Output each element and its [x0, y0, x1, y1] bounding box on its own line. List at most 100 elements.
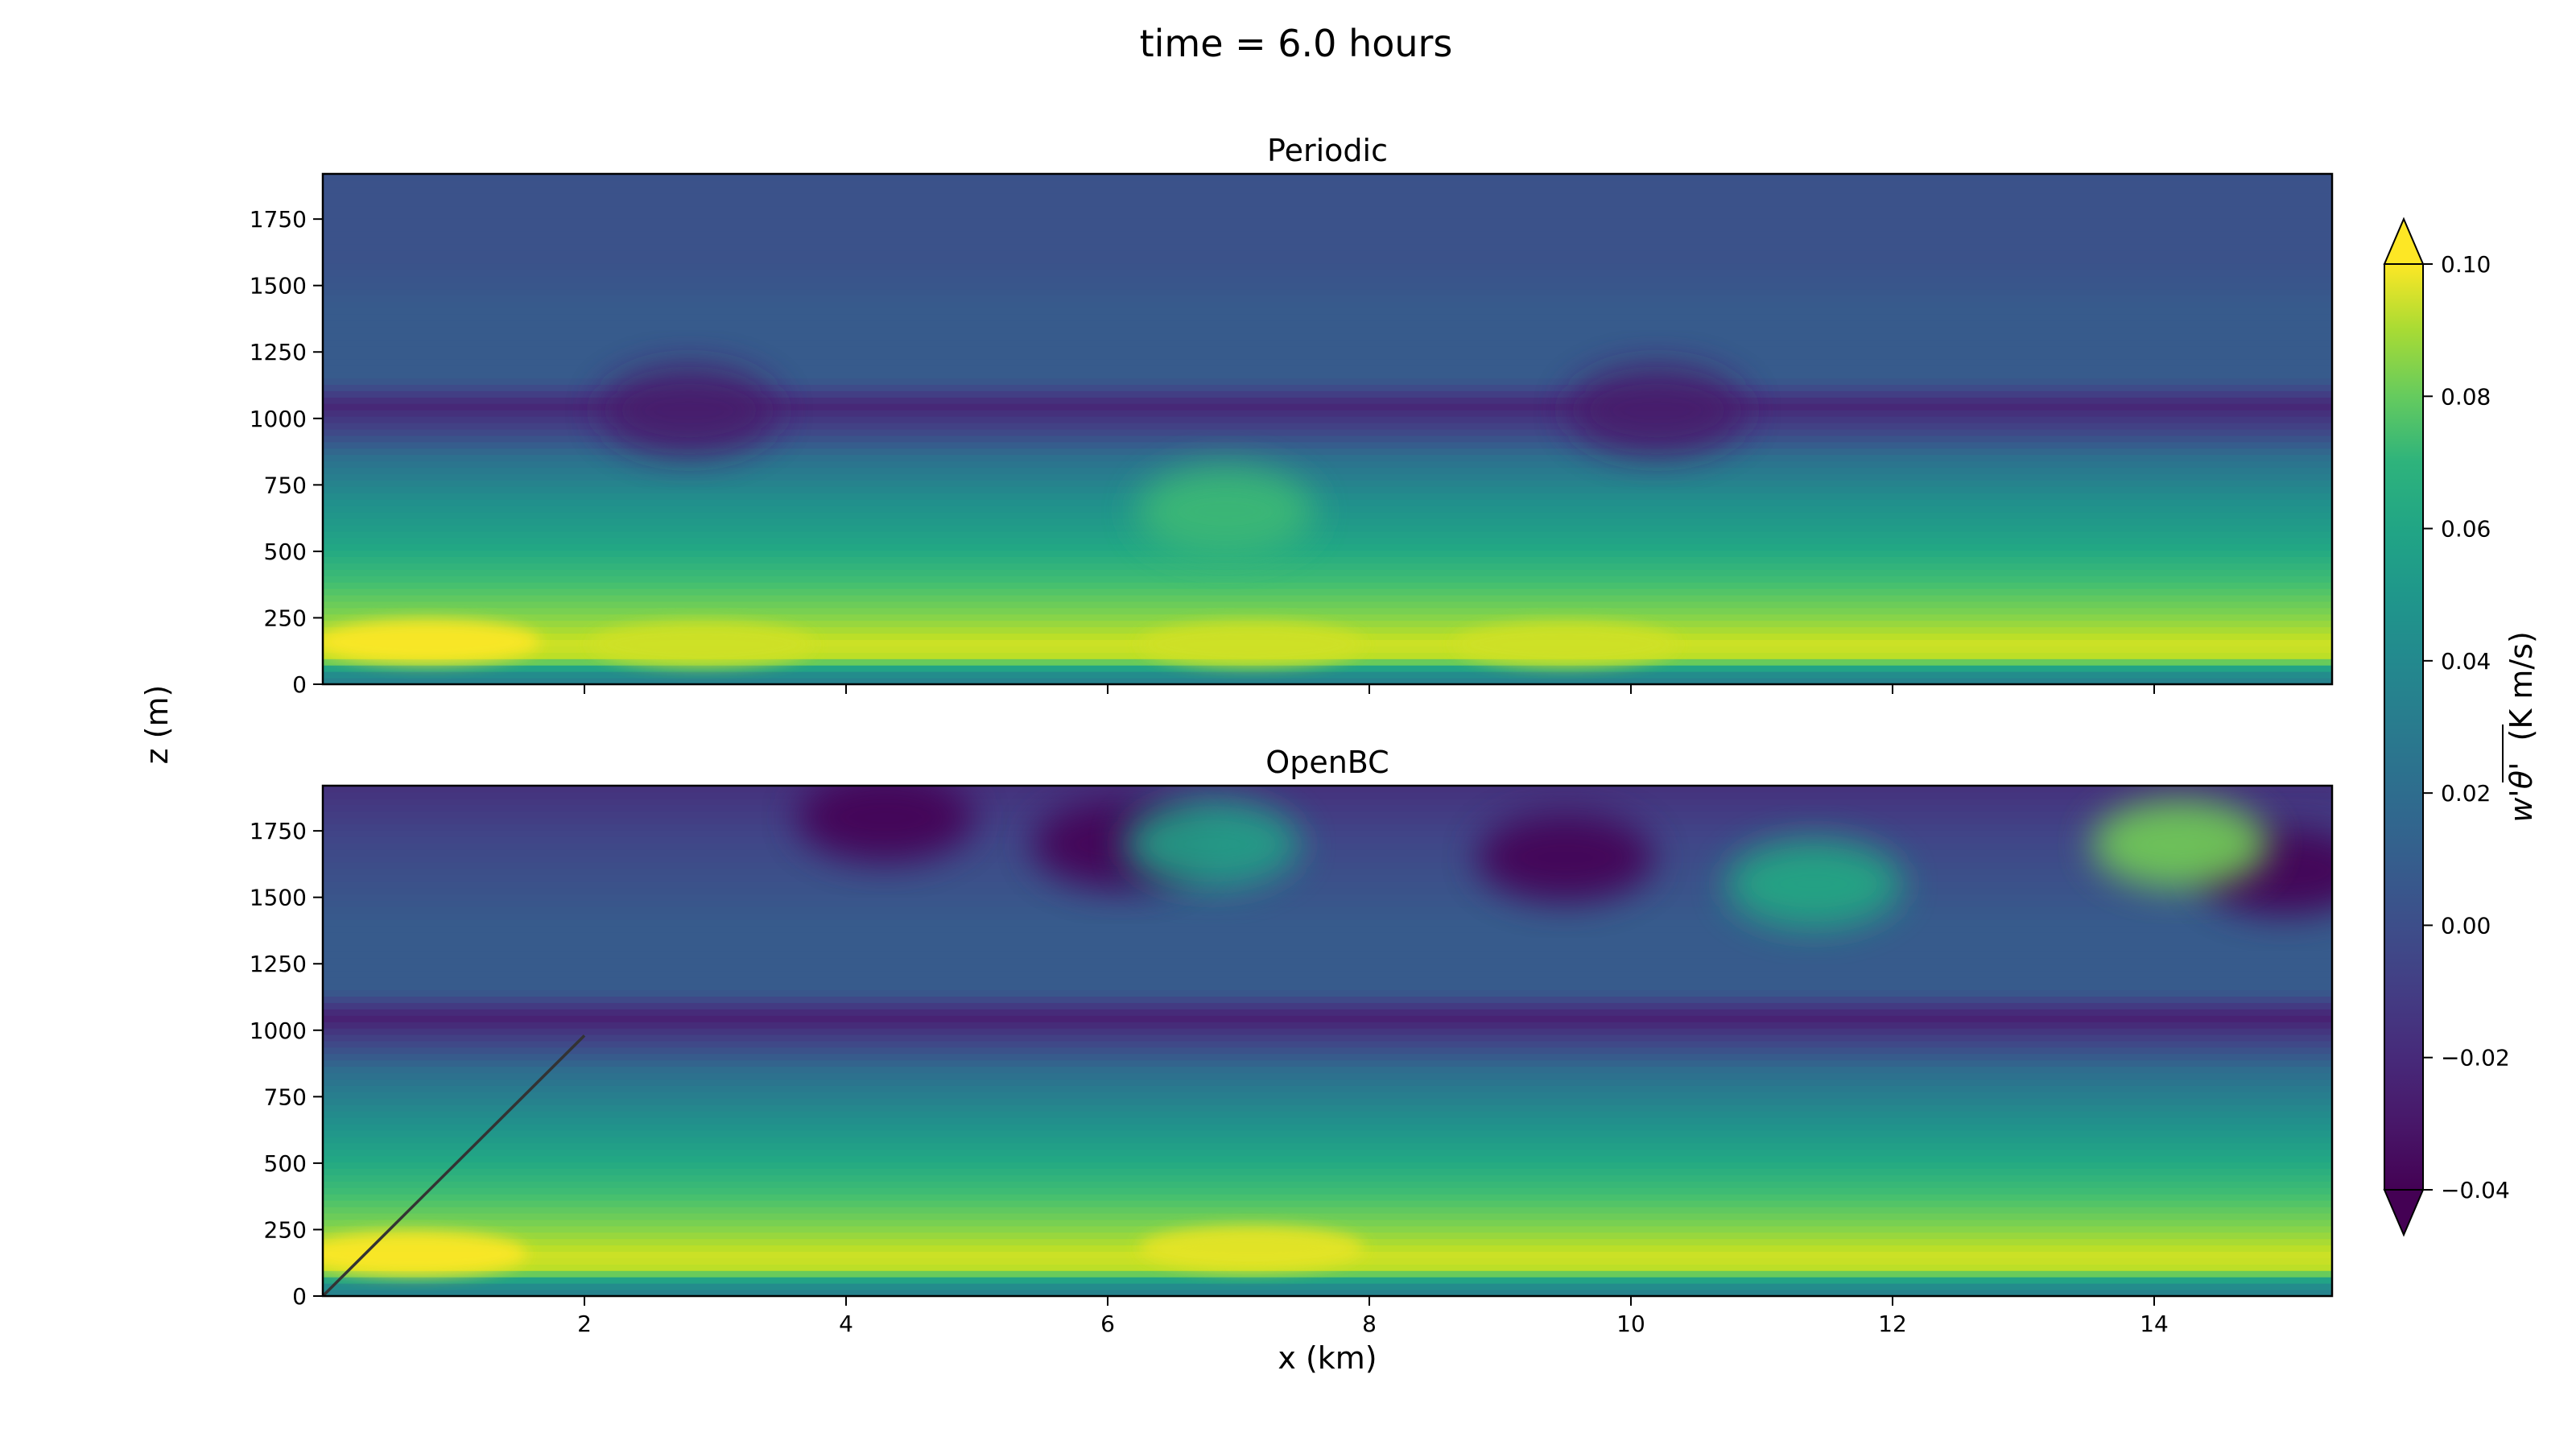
heatmap-bands-periodic — [323, 174, 2332, 684]
colorbar-tick-label: 0.04 — [2441, 648, 2491, 675]
x-ticks-openbc: 2 4 6 8 10 12 14 — [577, 1296, 2169, 1337]
panel-title-openbc: OpenBC — [1265, 745, 1389, 780]
heatmap-band — [323, 505, 2332, 513]
heatmap-band — [323, 671, 2332, 679]
heatmap-feature — [1452, 621, 1678, 667]
panel-title-periodic: Periodic — [1267, 133, 1388, 168]
heatmap-feature — [1137, 467, 1315, 556]
heatmap-band — [323, 498, 2332, 506]
heatmap-band — [323, 931, 2332, 939]
colorbar-tick-label: 0.08 — [2441, 383, 2491, 410]
heatmap-band — [323, 1149, 2332, 1157]
y-tick-label-periodic: 1250 — [250, 339, 307, 365]
heatmap-band — [323, 664, 2332, 672]
colorbar-tick-label: 0.10 — [2441, 251, 2491, 278]
heatmap-band — [323, 1014, 2332, 1022]
heatmap-band — [323, 441, 2332, 449]
heatmap-feature — [1476, 813, 1654, 902]
heatmap-band — [323, 983, 2332, 991]
heatmap-band — [323, 511, 2332, 519]
heatmap-band — [323, 1162, 2332, 1169]
heatmap-band — [323, 320, 2332, 328]
heatmap-band — [323, 243, 2332, 251]
heatmap-band — [323, 217, 2332, 225]
heatmap-band — [323, 842, 2332, 850]
heatmap-band — [323, 1053, 2332, 1061]
y-tick-label-openbc: 1000 — [250, 1018, 307, 1044]
heatmap-band — [323, 575, 2332, 583]
colorbar-ticks: 0.10 0.08 0.06 0.04 0.02 0.00 −0.02 −0.04 — [2423, 251, 2510, 1203]
heatmap-band — [323, 250, 2332, 258]
heatmap-band — [323, 205, 2332, 213]
heatmap-periodic — [323, 174, 2332, 684]
heatmap-band — [323, 1199, 2332, 1208]
heatmap-feature — [589, 621, 815, 667]
heatmap-band — [323, 313, 2332, 321]
heatmap-band — [323, 791, 2332, 799]
heatmap-band — [323, 1129, 2332, 1137]
colorbar-tick-label: −0.02 — [2441, 1045, 2510, 1071]
heatmap-features-openbc — [323, 786, 2332, 1277]
heatmap-band — [323, 467, 2332, 474]
heatmap-band — [323, 613, 2332, 621]
heatmap-band — [323, 556, 2332, 564]
heatmap-band — [323, 874, 2332, 882]
heatmap-band — [323, 307, 2332, 315]
heatmap-openbc — [323, 786, 2332, 1296]
heatmap-band — [323, 365, 2332, 373]
heatmap-band — [323, 989, 2332, 997]
heatmap-band — [323, 332, 2332, 341]
heatmap-band — [323, 817, 2332, 825]
heatmap-band — [323, 1059, 2332, 1067]
heatmap-band — [323, 906, 2332, 914]
heatmap-band — [323, 1034, 2332, 1042]
heatmap-band — [323, 326, 2332, 334]
heatmap-band — [323, 658, 2332, 666]
heatmap-band — [323, 996, 2332, 1003]
heatmap-band — [323, 1174, 2332, 1182]
heatmap-band — [323, 428, 2332, 436]
heatmap-band — [323, 848, 2332, 857]
heatmap-band — [323, 192, 2332, 200]
colorbar-label: w'θ' (K m/s) — [2504, 631, 2539, 823]
heatmap-band — [323, 594, 2332, 602]
heatmap-band — [323, 1117, 2332, 1125]
heatmap-band — [323, 518, 2332, 526]
heatmap-band — [323, 900, 2332, 908]
heatmap-band — [323, 1001, 2332, 1009]
heatmap-band — [323, 537, 2332, 545]
heatmap-band — [323, 339, 2332, 347]
heatmap-feature — [1725, 840, 1903, 929]
heatmap-band — [323, 588, 2332, 596]
heatmap-band — [323, 409, 2332, 417]
y-tick-label-periodic: 1500 — [250, 273, 307, 299]
heatmap-band — [323, 1282, 2332, 1290]
y-tick-label-openbc: 1500 — [250, 885, 307, 911]
heatmap-features-periodic — [323, 365, 1746, 667]
heatmap-band — [323, 1091, 2332, 1099]
heatmap-band — [323, 530, 2332, 539]
heatmap-band — [323, 1206, 2332, 1214]
heatmap-band — [323, 1212, 2332, 1220]
heatmap-band — [323, 358, 2332, 366]
y-tick-label-openbc: 0 — [292, 1283, 307, 1310]
colorbar-body — [2384, 263, 2424, 1191]
heatmap-band — [323, 345, 2332, 353]
axes-frame-periodic — [321, 172, 2334, 686]
heatmap-band — [323, 1027, 2332, 1035]
heatmap-band — [323, 804, 2332, 812]
y-tick-label-periodic: 0 — [292, 671, 307, 698]
heatmap-band — [323, 269, 2332, 277]
heatmap-band — [323, 1104, 2332, 1112]
heatmap-band — [323, 938, 2332, 946]
heatmap-band — [323, 581, 2332, 589]
y-tick-label-periodic: 1750 — [250, 206, 307, 233]
y-tick-label-openbc: 1250 — [250, 951, 307, 977]
heatmap-feature — [323, 1231, 527, 1277]
heatmap-band — [323, 951, 2332, 959]
heatmap-band — [323, 1219, 2332, 1227]
heatmap-band — [323, 550, 2332, 557]
heatmap-band — [323, 861, 2332, 869]
heatmap-band — [323, 435, 2332, 443]
y-ticks-openbc: 0 250 500 750 1000 1250 1500 1750 — [250, 818, 323, 1310]
